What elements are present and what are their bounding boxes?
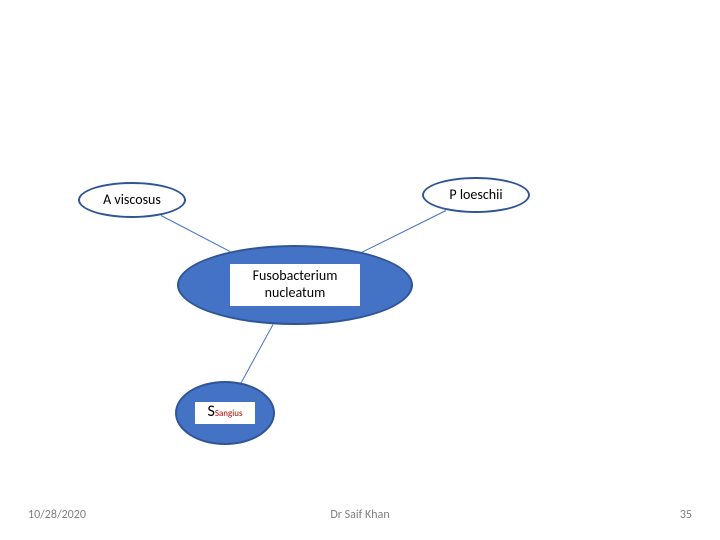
edge-fuso-ssangius [241, 325, 274, 384]
node-s-sangius: S Sangius [175, 381, 275, 445]
node-p-loeschii: P loeschii [422, 177, 530, 213]
node-a-viscosus-label: A viscosus [103, 192, 161, 209]
node-p-loeschii-label: P loeschii [449, 187, 502, 204]
node-ssangius-prefix: S [207, 402, 214, 421]
node-ssangius-label-box: S Sangius [195, 402, 255, 424]
edge-ploeschii-fuso [361, 210, 446, 253]
footer-date: 10/28/2020 [28, 508, 86, 522]
node-a-viscosus: A viscosus [78, 182, 186, 218]
footer-page: 35 [680, 508, 692, 522]
node-fuso-label: Fusobacterium nucleatum [253, 268, 338, 302]
footer-author: Dr Saif Khan [330, 508, 389, 522]
node-fusobacterium-nucleatum: Fusobacterium nucleatum [177, 245, 413, 325]
edge-aviscosus-fuso [161, 215, 231, 252]
node-ssangius-suffix: Sangius [215, 409, 243, 420]
node-fuso-label-box: Fusobacterium nucleatum [230, 264, 360, 306]
